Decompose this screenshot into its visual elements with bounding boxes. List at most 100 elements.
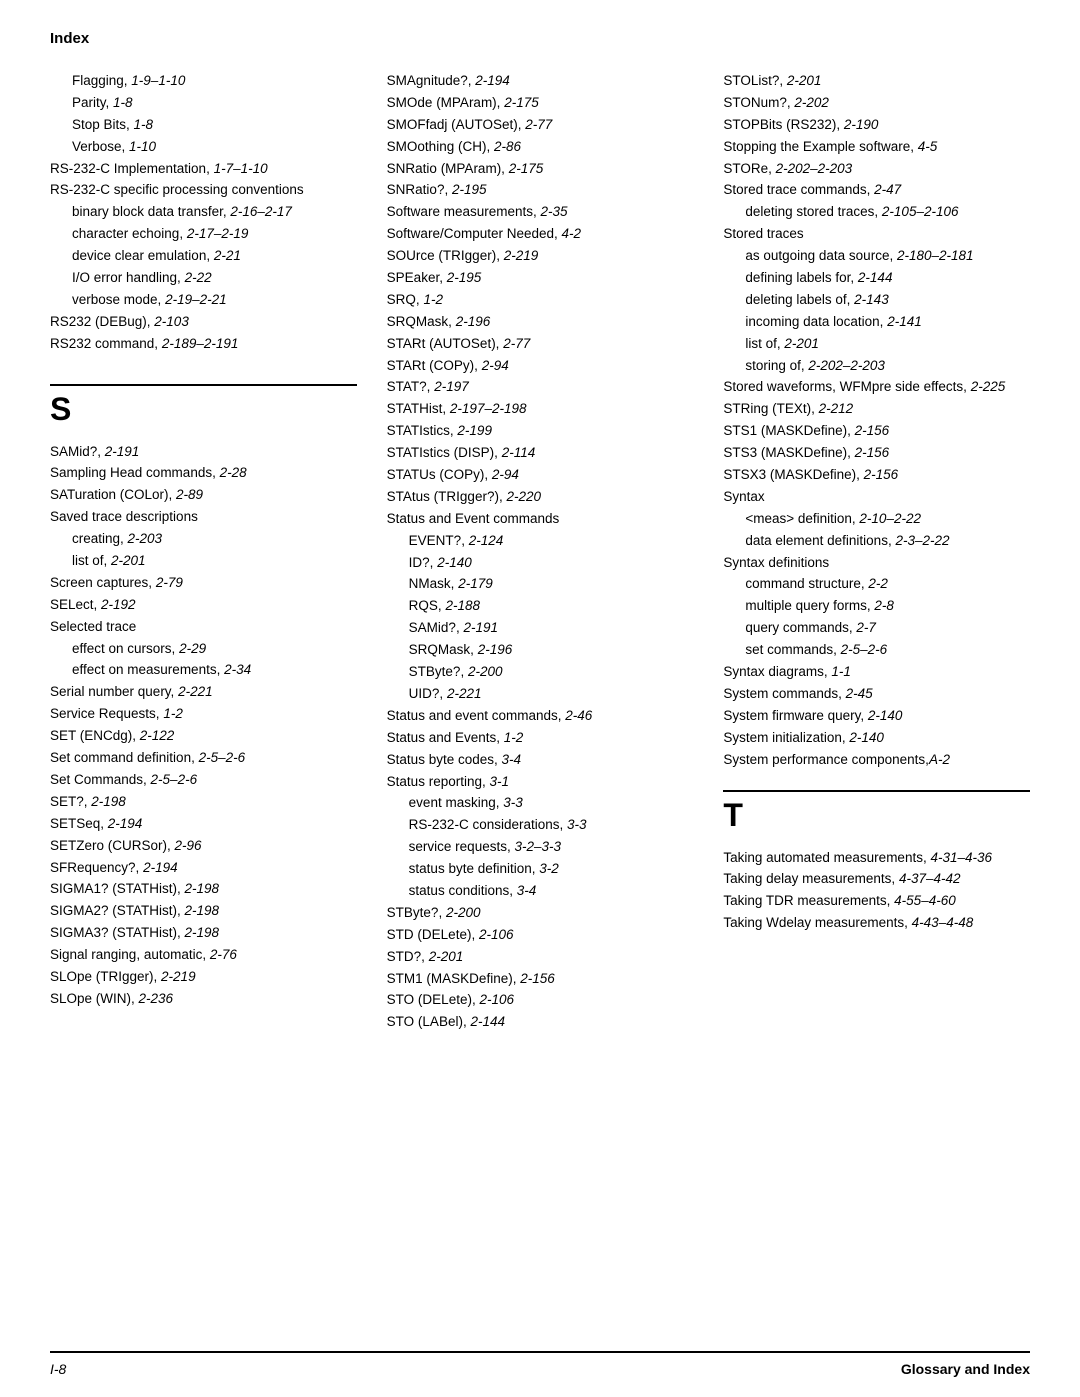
- index-entry: STARt (AUTOSet), 2-77: [387, 335, 694, 354]
- index-entry-term: SETZero (CURSor),: [50, 838, 175, 853]
- index-entry-term: RS-232-C considerations,: [409, 817, 567, 832]
- index-entry: defining labels for, 2-144: [723, 269, 1030, 288]
- index-entry-term: UID?,: [409, 686, 447, 701]
- index-entry: SFRequency?, 2-194: [50, 859, 357, 878]
- index-entry-term: effect on cursors,: [72, 641, 179, 656]
- index-entry-term: multiple query forms,: [745, 598, 874, 613]
- index-entry-ref: 2-140: [437, 555, 472, 570]
- index-entry-ref: 2-190: [844, 117, 879, 132]
- index-entry: SOUrce (TRIgger), 2-219: [387, 247, 694, 266]
- index-entry-ref: 4-37–4-42: [899, 871, 961, 886]
- index-entry-ref: 2-200: [468, 664, 503, 679]
- index-entry: RS-232-C specific processing conventions: [50, 181, 357, 200]
- index-entry-term: as outgoing data source,: [745, 248, 897, 263]
- index-entry: RQS, 2-188: [387, 597, 694, 616]
- index-entry-term: SLOpe (TRIgger),: [50, 969, 161, 984]
- index-entry-ref: 2-34: [224, 662, 251, 677]
- index-entry-term: STS1 (MASKDefine),: [723, 423, 854, 438]
- index-entry-term: incoming data location,: [745, 314, 887, 329]
- index-entry-term: deleting stored traces,: [745, 204, 882, 219]
- index-entry: STRing (TEXt), 2-212: [723, 400, 1030, 419]
- index-entry: STS3 (MASKDefine), 2-156: [723, 444, 1030, 463]
- index-entry: multiple query forms, 2-8: [723, 597, 1030, 616]
- index-entry: SMOFfadj (AUTOSet), 2-77: [387, 116, 694, 135]
- index-entry-term: STByte?,: [409, 664, 468, 679]
- index-entry-term: list of,: [72, 553, 111, 568]
- index-entry-ref: 2-220: [506, 489, 541, 504]
- index-entry-ref: 2-221: [447, 686, 482, 701]
- index-entry: RS232 command, 2-189–2-191: [50, 335, 357, 354]
- index-entry: System commands, 2-45: [723, 685, 1030, 704]
- index-entry-term: STO (LABel),: [387, 1014, 471, 1029]
- index-entry: SLOpe (TRIgger), 2-219: [50, 968, 357, 987]
- index-entry-ref: 2-202: [794, 95, 829, 110]
- index-entry-ref: 1-8: [113, 95, 133, 110]
- index-entry-ref: 1-2: [163, 706, 183, 721]
- index-entry-term: Stored traces: [723, 226, 803, 241]
- index-entry: SELect, 2-192: [50, 596, 357, 615]
- index-entry: STS1 (MASKDefine), 2-156: [723, 422, 1030, 441]
- index-entry-ref: 2-188: [445, 598, 480, 613]
- index-entry-term: Status byte codes,: [387, 752, 502, 767]
- index-entry-ref: 2-198: [185, 881, 220, 896]
- index-entry-term: SIGMA1? (STATHist),: [50, 881, 185, 896]
- index-entry-term: STD?,: [387, 949, 429, 964]
- index-entry-ref: 2-156: [520, 971, 555, 986]
- index-entry-ref: 1-1: [831, 664, 851, 679]
- index-entry-term: Status reporting,: [387, 774, 490, 789]
- index-entry: SET?, 2-198: [50, 793, 357, 812]
- index-entry: STSX3 (MASKDefine), 2-156: [723, 466, 1030, 485]
- index-entry-term: System performance components,: [723, 752, 929, 767]
- index-entry-term: SET?,: [50, 794, 91, 809]
- index-entry-term: Status and event commands,: [387, 708, 566, 723]
- index-entry-ref: 2-96: [175, 838, 202, 853]
- index-entry: RS-232-C considerations, 3-3: [387, 816, 694, 835]
- index-entry-term: I/O error handling,: [72, 270, 185, 285]
- index-entry-ref: 1-8: [134, 117, 154, 132]
- index-entry: STAtus (TRIgger?), 2-220: [387, 488, 694, 507]
- index-entry-term: Syntax definitions: [723, 555, 829, 570]
- index-entry-ref: 2-114: [502, 445, 536, 460]
- index-entry: deleting stored traces, 2-105–2-106: [723, 203, 1030, 222]
- page-header: Index: [50, 30, 1030, 47]
- index-entry-term: STONum?,: [723, 95, 794, 110]
- index-entry: character echoing, 2-17–2-19: [50, 225, 357, 244]
- index-entry-ref: 2-201: [111, 553, 146, 568]
- index-entry-term: Taking TDR measurements,: [723, 893, 894, 908]
- index-entry: System initialization, 2-140: [723, 729, 1030, 748]
- index-entry-ref: 2-86: [494, 139, 521, 154]
- index-entry-ref: 2-7: [856, 620, 876, 635]
- index-entry-ref: 2-143: [854, 292, 889, 307]
- index-entry-term: RS-232-C Implementation,: [50, 161, 214, 176]
- index-entry-term: STM1 (MASKDefine),: [387, 971, 521, 986]
- index-entry-ref: 2-156: [855, 423, 890, 438]
- index-entry-ref: 2-144: [858, 270, 893, 285]
- index-entry-term: storing of,: [745, 358, 808, 373]
- index-entry-term: SRQMask,: [387, 314, 456, 329]
- index-entry: <meas> definition, 2-10–2-22: [723, 510, 1030, 529]
- index-entry: Stored trace commands, 2-47: [723, 181, 1030, 200]
- index-entry-ref: 2-221: [178, 684, 213, 699]
- index-entry-ref: 2-22: [185, 270, 212, 285]
- index-entry: Set command definition, 2-5–2-6: [50, 749, 357, 768]
- index-entry-term: System firmware query,: [723, 708, 868, 723]
- index-entry-ref: 2-201: [784, 336, 819, 351]
- index-entry-ref: 2-200: [446, 905, 481, 920]
- index-entry: Syntax diagrams, 1-1: [723, 663, 1030, 682]
- index-entry-term: SMOFfadj (AUTOSet),: [387, 117, 526, 132]
- index-entry-term: Parity,: [72, 95, 113, 110]
- index-entry-ref: 2-79: [156, 575, 183, 590]
- index-entry-term: Status and Events,: [387, 730, 504, 745]
- index-entry-term: STRing (TEXt),: [723, 401, 818, 416]
- index-entry: ID?, 2-140: [387, 554, 694, 573]
- index-entry-ref: 2-195: [447, 270, 482, 285]
- index-entry-term: SAMid?,: [409, 620, 464, 635]
- index-entry-ref: 2-202–2-203: [808, 358, 885, 373]
- index-entry-term: verbose mode,: [72, 292, 165, 307]
- index-entry: STOPBits (RS232), 2-190: [723, 116, 1030, 135]
- index-entry-ref: 2-219: [504, 248, 539, 263]
- index-entry-ref: 1-2: [504, 730, 524, 745]
- index-entry: Verbose, 1-10: [50, 138, 357, 157]
- section-letter-t: T: [723, 790, 1030, 834]
- index-entry-term: SNRatio?,: [387, 182, 452, 197]
